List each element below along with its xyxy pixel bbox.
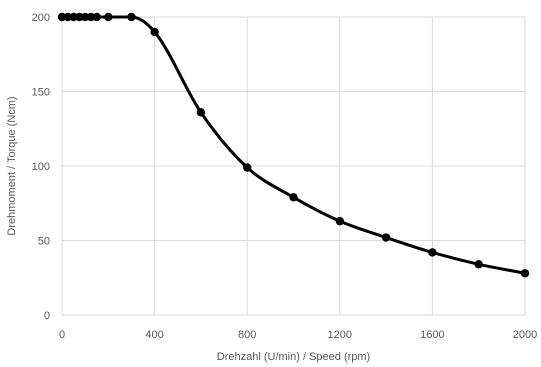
x-tick-label: 2000	[513, 329, 537, 341]
data-point	[75, 12, 84, 22]
data-point	[381, 233, 391, 242]
x-axis-title: Drehzahl (U/min) / Speed (rpm)	[217, 351, 370, 363]
x-tick-label: 400	[145, 329, 163, 341]
data-point	[150, 27, 159, 37]
series-line	[60, 15, 527, 275]
y-axis-title: Drehmoment / Torque (Ncm)	[6, 96, 18, 235]
data-point	[243, 163, 252, 172]
x-tick-label: 0	[59, 329, 65, 341]
y-tick-label: 50	[38, 236, 50, 248]
y-tick-label: 150	[32, 87, 50, 99]
series-torque	[57, 12, 530, 278]
data-point	[69, 12, 78, 22]
x-tick-label: 1200	[328, 329, 352, 341]
data-point	[335, 216, 344, 226]
data-point	[86, 12, 96, 22]
tick-labels: 0 400 800 1200 1600 2000 0 50 100 150 200	[32, 12, 538, 341]
data-point	[520, 269, 530, 278]
axes	[61, 17, 525, 316]
y-tick-label: 0	[44, 310, 50, 322]
x-tick-label: 1600	[420, 329, 444, 341]
y-tick-label: 100	[32, 161, 50, 173]
data-point	[127, 12, 136, 22]
data-point	[92, 12, 101, 22]
data-point	[104, 12, 113, 22]
data-point	[80, 12, 90, 22]
data-point	[57, 12, 67, 22]
data-point	[196, 108, 206, 117]
x-tick-label: 800	[238, 329, 256, 341]
data-point	[289, 193, 298, 202]
data-point	[428, 248, 437, 257]
y-tick-label: 200	[32, 12, 50, 24]
gridlines	[62, 16, 526, 315]
data-point	[63, 12, 72, 22]
data-point	[474, 260, 483, 269]
